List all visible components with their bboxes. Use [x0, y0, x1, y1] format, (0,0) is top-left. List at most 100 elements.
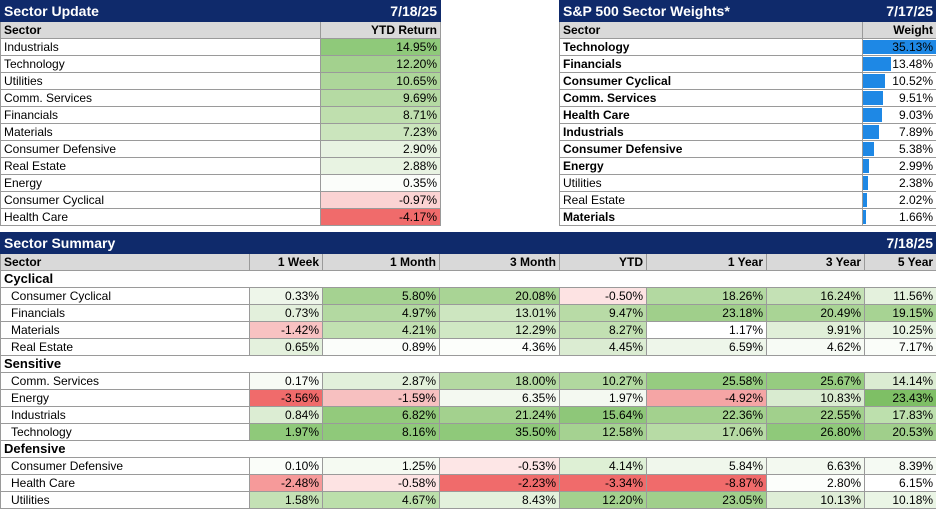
return-value: 4.62% — [767, 339, 865, 356]
sector-name: Utilities — [1, 73, 321, 90]
return-value: 23.18% — [647, 305, 767, 322]
sector-name: Consumer Defensive — [560, 141, 863, 158]
sector-name: Financials — [1, 107, 321, 124]
sector-name: Technology — [560, 39, 863, 56]
sector-name: Real Estate — [1, 339, 250, 356]
col-header-sector: Sector — [1, 22, 321, 39]
return-value: -0.58% — [323, 475, 440, 492]
sector-update-table: Sector Update 7/18/25 Sector YTD Return … — [0, 0, 441, 226]
sector-name: Consumer Cyclical — [1, 192, 321, 209]
sector-name: Comm. Services — [560, 90, 863, 107]
return-value: 10.25% — [865, 322, 936, 339]
return-value: 22.36% — [647, 407, 767, 424]
ytd-return-value: -4.17% — [321, 209, 441, 226]
return-value: 9.91% — [767, 322, 865, 339]
return-value: 17.83% — [865, 407, 936, 424]
return-value: 13.01% — [440, 305, 560, 322]
weight-cell: 2.38% — [863, 175, 936, 192]
return-value: -3.56% — [250, 390, 323, 407]
ytd-return-value: 8.71% — [321, 107, 441, 124]
table-row: Consumer Cyclical-0.97% — [1, 192, 441, 209]
ytd-return-value: 10.65% — [321, 73, 441, 90]
sector-name: Comm. Services — [1, 90, 321, 107]
return-value: 5.80% — [323, 288, 440, 305]
return-value: 6.35% — [440, 390, 560, 407]
sector-weights-table: S&P 500 Sector Weights* 7/17/25 Sector W… — [559, 0, 936, 226]
return-value: 4.45% — [560, 339, 647, 356]
return-value: 2.87% — [323, 373, 440, 390]
return-value: 4.21% — [323, 322, 440, 339]
table-row: Health Care-2.48%-0.58%-2.23%-3.34%-8.87… — [1, 475, 936, 492]
weight-cell: 1.66% — [863, 209, 936, 226]
sector-name: Consumer Cyclical — [560, 73, 863, 90]
table-row: Health Care-4.17% — [1, 209, 441, 226]
sector-summary-date: 7/18/25 — [865, 233, 936, 254]
return-value: 35.50% — [440, 424, 560, 441]
return-value: 0.17% — [250, 373, 323, 390]
return-value: 20.53% — [865, 424, 936, 441]
sector-update-title: Sector Update — [1, 1, 321, 22]
weight-value: 2.38% — [863, 175, 936, 191]
weight-cell: 10.52% — [863, 73, 936, 90]
weight-cell: 2.99% — [863, 158, 936, 175]
return-value: 6.59% — [647, 339, 767, 356]
return-value: 0.33% — [250, 288, 323, 305]
col-header: YTD — [560, 254, 647, 271]
weight-value: 2.02% — [863, 192, 936, 208]
sector-name: Industrials — [1, 407, 250, 424]
return-value: 25.58% — [647, 373, 767, 390]
group-row: Defensive — [1, 441, 936, 458]
return-value: 9.47% — [560, 305, 647, 322]
return-value: 0.84% — [250, 407, 323, 424]
return-value: 1.17% — [647, 322, 767, 339]
sector-name: Real Estate — [560, 192, 863, 209]
sector-name: Health Care — [1, 475, 250, 492]
return-value: 0.65% — [250, 339, 323, 356]
return-value: 19.15% — [865, 305, 936, 322]
group-row: Cyclical — [1, 271, 936, 288]
return-value: 12.29% — [440, 322, 560, 339]
sector-name: Technology — [1, 424, 250, 441]
weight-cell: 13.48% — [863, 56, 936, 73]
ytd-return-value: 14.95% — [321, 39, 441, 56]
col-header-sector: Sector — [560, 22, 863, 39]
ytd-return-value: 12.20% — [321, 56, 441, 73]
col-header: Sector — [1, 254, 250, 271]
return-value: 6.63% — [767, 458, 865, 475]
ytd-return-value: 2.90% — [321, 141, 441, 158]
return-value: 22.55% — [767, 407, 865, 424]
sector-weights-date: 7/17/25 — [863, 1, 936, 22]
return-value: -1.42% — [250, 322, 323, 339]
sector-name: Real Estate — [1, 158, 321, 175]
table-row: Materials-1.42%4.21%12.29%8.27%1.17%9.91… — [1, 322, 936, 339]
sector-name: Health Care — [560, 107, 863, 124]
weight-value: 9.51% — [863, 90, 936, 106]
return-value: 8.16% — [323, 424, 440, 441]
sector-name: Materials — [1, 124, 321, 141]
weight-value: 35.13% — [863, 39, 936, 55]
return-value: 1.97% — [560, 390, 647, 407]
return-value: -3.34% — [560, 475, 647, 492]
return-value: 4.97% — [323, 305, 440, 322]
return-value: 14.14% — [865, 373, 936, 390]
sector-update-date: 7/18/25 — [321, 1, 441, 22]
weight-cell: 9.51% — [863, 90, 936, 107]
sector-name: Consumer Cyclical — [1, 288, 250, 305]
group-label: Defensive — [1, 441, 936, 458]
weight-value: 1.66% — [863, 209, 936, 225]
sector-name: Utilities — [560, 175, 863, 192]
return-value: 10.83% — [767, 390, 865, 407]
return-value: 8.27% — [560, 322, 647, 339]
sector-name: Materials — [560, 209, 863, 226]
return-value: 21.24% — [440, 407, 560, 424]
